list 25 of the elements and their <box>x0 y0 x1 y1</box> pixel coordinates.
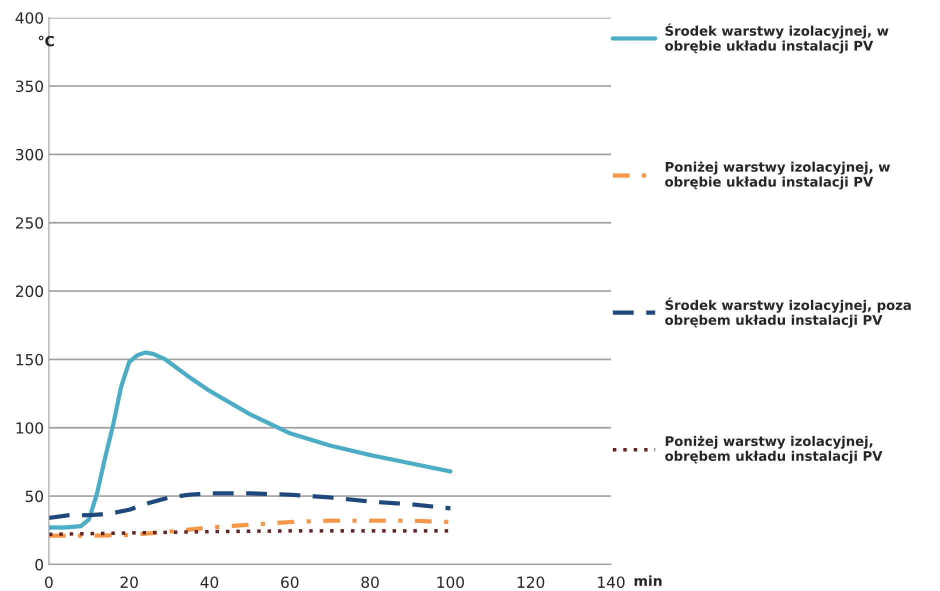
y-tick-label: 350 <box>16 80 44 92</box>
y-tick-label: 250 <box>16 217 44 229</box>
x-axis-title: min <box>634 575 662 586</box>
x-tick-label: 140 <box>598 576 625 588</box>
x-tick-label: 100 <box>437 576 464 588</box>
x-tick-label: 0 <box>45 576 53 588</box>
x-tick-label: 20 <box>120 576 138 588</box>
x-tick-label: 120 <box>518 576 544 588</box>
y-tick-label: 100 <box>16 422 44 434</box>
y-axis-title: °C <box>38 36 54 46</box>
y-tick-label: 50 <box>26 490 44 502</box>
y-tick-label: 0 <box>35 558 44 570</box>
legend-label: Środek warstwy izolacyjnej, poza obrębem układu instalacji PV <box>665 298 911 328</box>
x-tick-label: 60 <box>281 576 298 588</box>
y-tick-label: 300 <box>16 148 44 160</box>
x-tick-label: 40 <box>200 576 218 588</box>
line-series <box>48 350 452 530</box>
y-tick-label: 200 <box>16 286 44 298</box>
line-series <box>48 491 452 520</box>
y-tick-label: 400 <box>16 12 44 24</box>
x-tick-label: 80 <box>361 576 379 588</box>
legend-label: Środek warstwy izolacyjnej, w obrębie układu instalacji PV <box>665 23 888 54</box>
legend-label: Poniżej warstwy izolacyjnej, obrębem układu instalacji PV <box>665 436 882 464</box>
y-tick-label: 150 <box>16 354 44 366</box>
legend-label: Poniżej warstwy izolacyjnej, w obrębie układu instalacji PV <box>665 162 890 190</box>
